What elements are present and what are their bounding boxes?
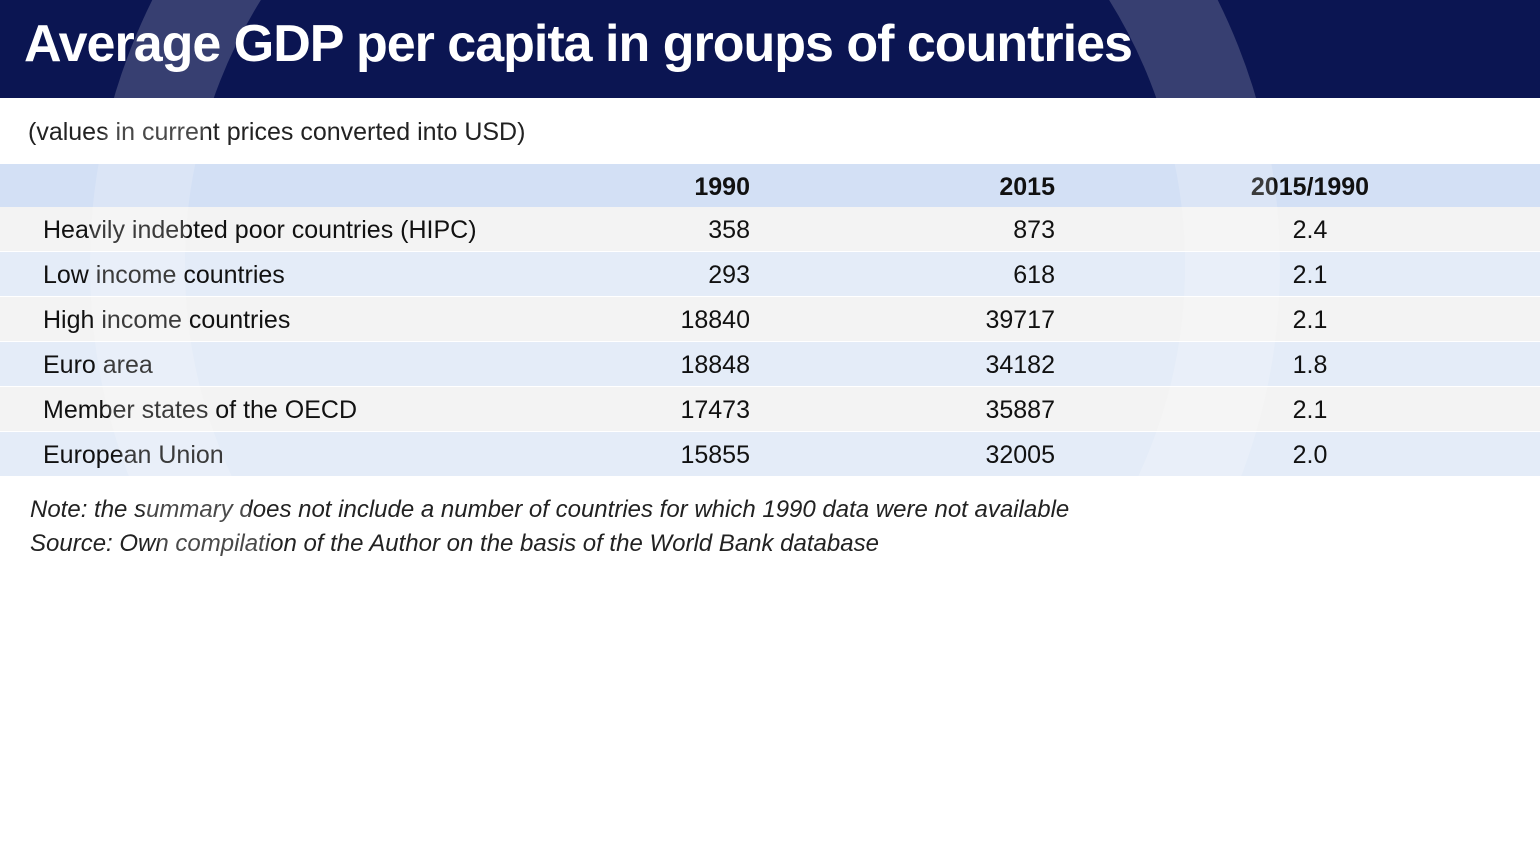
- table-cell: 34182: [985, 351, 1055, 379]
- table-row: Low income countries 293 618 2.1: [0, 252, 1540, 296]
- table-cell: High income countries: [43, 306, 291, 334]
- subtitle: (values in current prices converted into…: [28, 118, 526, 146]
- table-row: Euro area 18848 34182 1.8: [0, 342, 1540, 386]
- table-cell: 2.1: [1292, 306, 1328, 334]
- table-cell: 2.1: [1292, 261, 1328, 289]
- table-cell: 39717: [985, 306, 1055, 334]
- table-cell: Low income countries: [43, 261, 285, 289]
- table-row: European Union 15855 32005 2.0: [0, 432, 1540, 476]
- table-cell: European Union: [43, 441, 224, 469]
- table-row: Member states of the OECD 17473 35887 2.1: [0, 387, 1540, 431]
- table-cell: 18848: [680, 351, 750, 379]
- table-row: Heavily indebted poor countries (HIPC) 35…: [0, 207, 1540, 251]
- title-bar: Average GDP per capita in groups of coun…: [0, 0, 1540, 98]
- table-row: High income countries 18840 39717 2.1: [0, 297, 1540, 341]
- table-cell: 293: [708, 261, 750, 289]
- table-cell: 1.8: [1292, 351, 1328, 379]
- table-cell: 17473: [680, 396, 750, 424]
- table-cell: 15855: [680, 441, 750, 469]
- table-cell: 35887: [985, 396, 1055, 424]
- table-cell: Member states of the OECD: [43, 396, 358, 424]
- column-header: 2015/1990: [1250, 173, 1370, 201]
- table-cell: 18840: [680, 306, 750, 334]
- table-cell: 618: [1013, 261, 1055, 289]
- table-header: 1990 2015 2015/1990: [0, 164, 1540, 208]
- table-cell: Heavily indebted poor countries (HIPC): [43, 216, 477, 244]
- table-cell: 2.4: [1292, 216, 1328, 244]
- table-cell: Euro area: [43, 351, 153, 379]
- table-cell: 873: [1013, 216, 1055, 244]
- table-cell: 2.1: [1292, 396, 1328, 424]
- table-cell: 32005: [985, 441, 1055, 469]
- note: Note: the summary does not include a num…: [30, 496, 1070, 523]
- table-cell: 358: [708, 216, 750, 244]
- column-header: 2015: [999, 173, 1055, 201]
- column-header: 1990: [694, 173, 750, 201]
- source: Source: Own compilation of the Author on…: [30, 530, 879, 557]
- table-cell: 2.0: [1292, 441, 1328, 469]
- page-title: Average GDP per capita in groups of coun…: [24, 15, 1133, 73]
